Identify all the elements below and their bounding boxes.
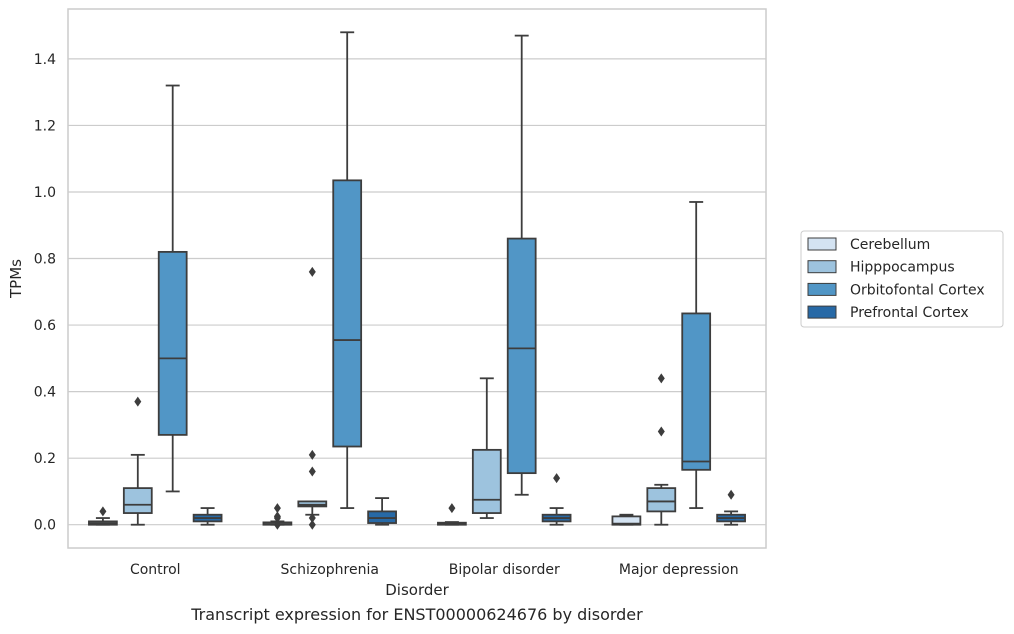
outlier-point — [308, 466, 316, 477]
box — [157, 84, 188, 493]
box — [471, 377, 502, 519]
box — [332, 31, 363, 509]
legend-label: Cerebellum — [850, 237, 930, 253]
box-body — [471, 448, 502, 514]
outlier-point — [308, 449, 316, 460]
outlier-point — [308, 513, 316, 524]
box — [506, 34, 537, 496]
outlier-point — [273, 511, 281, 522]
box — [122, 396, 153, 526]
outlier-point — [657, 373, 665, 384]
legend-label: Orbitofontal Cortex — [850, 282, 985, 298]
y-tick-label: 0.8 — [34, 252, 56, 268]
box — [262, 503, 293, 530]
box-body — [646, 487, 677, 513]
box — [297, 266, 328, 530]
outlier-point — [553, 473, 561, 484]
outlier-point — [727, 489, 735, 500]
series-cerebellum — [88, 503, 642, 530]
outlier-point — [273, 519, 281, 530]
box — [541, 473, 572, 526]
outlier-point — [273, 503, 281, 514]
x-tick-labels: Control Schizophrenia Bipolar disorder Majo… — [130, 562, 739, 578]
legend-frame — [800, 230, 1004, 328]
y-tick-label: 1.0 — [34, 185, 56, 201]
y-tick-label: 0.2 — [34, 451, 56, 467]
x-tick-label: Schizophrenia — [281, 562, 379, 578]
box — [646, 373, 677, 526]
legend-label: Prefrontal Cortex — [850, 305, 969, 321]
series-prefrontal-cortex — [192, 473, 746, 526]
legend-label: Hipppocampus — [850, 260, 955, 276]
y-axis-label: TPMs — [7, 259, 25, 299]
outlier-point — [99, 506, 107, 517]
box-body — [122, 487, 153, 514]
box — [192, 507, 223, 526]
box-body — [506, 237, 537, 475]
y-tick-label: 0.0 — [34, 518, 56, 534]
legend-swatch — [807, 305, 837, 319]
legend-item: Orbitofontal Cortex — [807, 282, 985, 298]
legend-swatch — [807, 282, 837, 296]
y-tick-label: 0.4 — [34, 385, 56, 401]
x-tick-label: Major depression — [619, 562, 739, 578]
box — [681, 201, 712, 509]
plot-frame — [67, 8, 767, 549]
series-hipppocampus — [122, 266, 677, 530]
outlier-point — [448, 503, 456, 514]
box-body — [332, 179, 363, 448]
box — [367, 497, 397, 526]
x-tick-label: Bipolar disorder — [449, 562, 560, 578]
box — [437, 503, 467, 526]
box — [88, 506, 118, 526]
series-orbitofontal-cortex — [157, 31, 712, 509]
box-body — [681, 312, 712, 471]
box-body — [157, 250, 188, 436]
y-tick-labels: 0.0 0.2 0.4 0.6 0.8 1.0 1.2 1.4 — [34, 52, 56, 534]
outlier-point — [308, 266, 316, 277]
legend-swatch — [807, 237, 837, 251]
y-tick-label: 1.2 — [34, 118, 56, 134]
legend-item: Hipppocampus — [807, 260, 955, 276]
y-tick-label: 1.4 — [34, 52, 56, 68]
outlier-point — [134, 396, 142, 407]
legend-item: Prefrontal Cortex — [807, 305, 969, 321]
box-body — [611, 515, 642, 526]
legend: Cerebellum Hipppocampus Orbitofontal Corte… — [800, 230, 1004, 328]
outlier-point — [657, 426, 665, 437]
x-tick-label: Control — [130, 562, 181, 578]
chart-caption: Transcript expression for ENST0000062467… — [191, 605, 643, 624]
x-axis-label: Disorder — [385, 581, 449, 599]
box-groups — [88, 31, 746, 530]
y-tick-label: 0.6 — [34, 318, 56, 334]
outlier-point — [308, 519, 316, 530]
legend-swatch — [807, 260, 837, 274]
legend-item: Cerebellum — [807, 237, 930, 253]
box — [716, 489, 746, 526]
box — [611, 513, 642, 526]
